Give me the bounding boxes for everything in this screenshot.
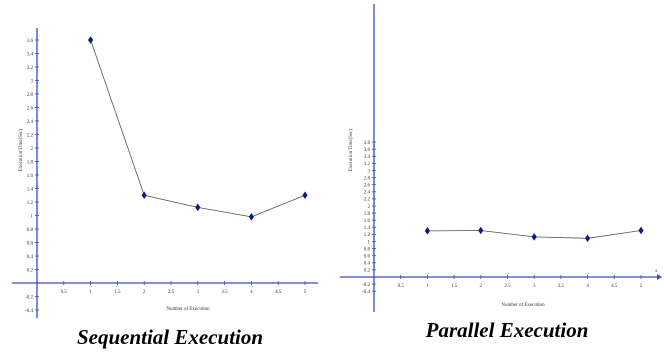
y-tick-label: 3.2 xyxy=(27,66,34,71)
data-point xyxy=(302,191,308,200)
x-tick-label: 2 xyxy=(143,290,146,295)
x-tick-label: 4.5 xyxy=(611,284,618,289)
data-point xyxy=(88,36,94,44)
data-point xyxy=(478,226,484,235)
x-tick-label: 1 xyxy=(89,290,92,295)
y-tick-label: 0.4 xyxy=(27,255,34,260)
x-tick-label: 4 xyxy=(250,290,253,295)
y-tick-label: 3.4 xyxy=(364,155,371,160)
y-tick-label: 2.4 xyxy=(364,191,371,196)
x-axis-end-label: x xyxy=(655,269,658,274)
x-tick-label: 3.5 xyxy=(558,284,565,289)
x-tick-label: 0.5 xyxy=(398,284,405,289)
y-tick-label: 3.6 xyxy=(27,39,34,44)
y-tick-label: 1.2 xyxy=(364,233,371,238)
x-tick-label: 1.5 xyxy=(114,290,121,295)
y-tick-label: 0.4 xyxy=(364,262,371,267)
y-tick-label: 2.8 xyxy=(27,93,34,98)
data-point xyxy=(424,227,430,235)
x-axis-arrow xyxy=(657,274,662,280)
y-axis-label: Execution Time(Sec) xyxy=(19,128,24,171)
y-tick-label: 1.2 xyxy=(27,201,34,206)
data-point xyxy=(531,233,537,241)
y-tick-label: 1.6 xyxy=(27,174,34,179)
y-tick-label: 0.6 xyxy=(364,255,371,260)
y-tick-label: 0.8 xyxy=(27,228,34,233)
y-tick-label: 1.8 xyxy=(364,212,371,217)
y-tick-label: 1 xyxy=(368,240,371,245)
x-tick-label: 2 xyxy=(480,284,483,289)
y-tick-label: 3 xyxy=(368,169,371,174)
y-axis-label: Execution Time(Sec) xyxy=(349,128,354,171)
y-tick-label: 1.4 xyxy=(27,187,34,192)
y-tick-label: 2 xyxy=(31,147,34,152)
y-tick-label: 3.2 xyxy=(364,162,371,167)
data-point xyxy=(585,234,591,243)
x-tick-label: 5 xyxy=(640,284,643,289)
x-tick-label: 1 xyxy=(426,284,429,289)
data-point xyxy=(248,213,254,221)
series-line xyxy=(90,39,306,218)
y-tick-label: 1.8 xyxy=(27,160,34,165)
y-tick-label: -0.2 xyxy=(25,295,33,300)
y-tick-label: 0.6 xyxy=(27,241,34,246)
data-point xyxy=(195,203,201,212)
y-tick-label: 2.2 xyxy=(27,133,34,138)
y-tick-label: 3.8 xyxy=(364,141,371,146)
data-point xyxy=(141,191,147,200)
y-tick-label: 1.6 xyxy=(364,219,371,224)
y-tick-label: 0.2 xyxy=(27,268,34,273)
x-tick-label: 5 xyxy=(304,290,307,295)
y-tick-label: 3.6 xyxy=(364,148,371,153)
x-tick-label: 4.5 xyxy=(275,290,282,295)
y-tick-label: 2.4 xyxy=(27,120,34,125)
y-tick-label: 2.6 xyxy=(27,106,34,111)
y-tick-label: 0.8 xyxy=(364,247,371,252)
y-tick-label: 2 xyxy=(368,205,371,210)
x-tick-label: 2.5 xyxy=(504,284,511,289)
data-point xyxy=(638,226,644,235)
y-tick-label: 3.4 xyxy=(27,52,34,57)
x-axis-label: Number of Execution xyxy=(501,303,545,308)
x-tick-label: 4 xyxy=(586,284,589,289)
y-tick-label: 1.4 xyxy=(364,226,371,231)
x-tick-label: 3 xyxy=(197,290,200,295)
x-tick-label: 2.5 xyxy=(168,290,175,295)
x-tick-label: 0.5 xyxy=(61,290,68,295)
chart-caption: Sequential Execution xyxy=(77,325,263,349)
y-tick-label: 3 xyxy=(31,79,34,84)
x-tick-label: 1.5 xyxy=(451,284,458,289)
x-tick-label: 3 xyxy=(533,284,536,289)
x-axis-label: Number of Execution xyxy=(166,307,210,312)
y-tick-label: 0.2 xyxy=(364,269,371,274)
chart-sequential: 0.5 1 1.5 2 2.5 3 3.5 4 4.5 5 -0.4 -0.2 0.2 0.4 0.6 0.8… xyxy=(12,28,318,349)
x-tick-label: 3.5 xyxy=(221,290,228,295)
y-tick-label: -0.4 xyxy=(25,309,33,314)
chart-caption: Parallel Execution xyxy=(425,318,589,342)
y-tick-label: 2.2 xyxy=(364,198,371,203)
y-tick-label: 2.6 xyxy=(364,184,371,189)
y-tick-label: -0.4 xyxy=(362,290,370,295)
y-tick-label: 2.8 xyxy=(364,176,371,181)
y-tick-label: -0.2 xyxy=(362,283,370,288)
chart-parallel: 0.5 1 1.5 2 2.5 3 3.5 4 4.5 5 -0.4 -0.2 0.2 0.4 0.6 0.8… xyxy=(340,4,662,342)
y-tick-label: 1 xyxy=(31,214,34,219)
